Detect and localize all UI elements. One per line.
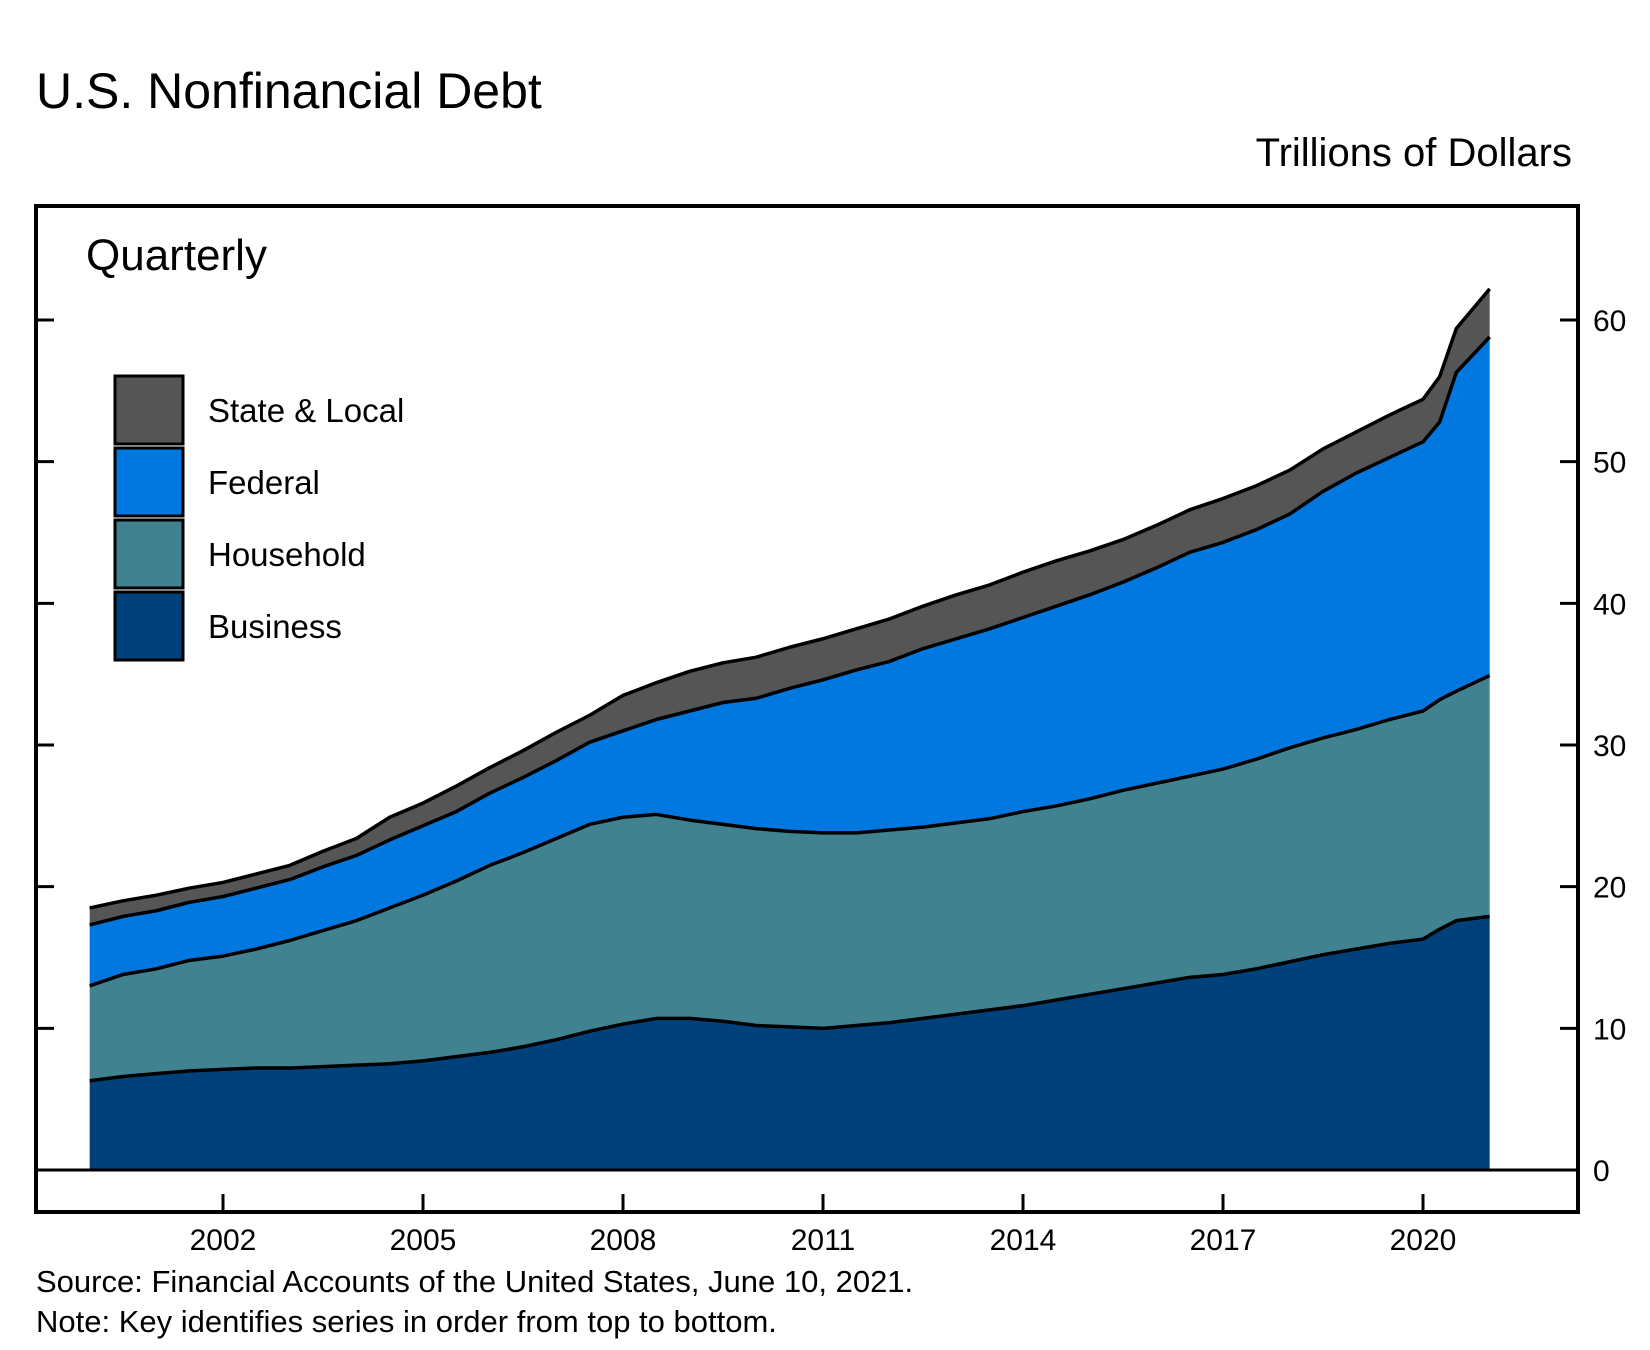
series-outlines bbox=[89, 287, 1492, 1083]
legend-swatch-federal bbox=[113, 446, 185, 518]
legend-label-household: Household bbox=[208, 536, 366, 573]
legend: State & Local Federal Household Business bbox=[113, 374, 404, 662]
x-axis-ticks: 2002 2005 2008 2011 2014 2017 2020 bbox=[190, 1194, 1457, 1257]
y-tick-label-40: 40 bbox=[1593, 588, 1626, 621]
x-tick-label-2020: 2020 bbox=[1390, 1224, 1457, 1257]
x-tick-label-2008: 2008 bbox=[590, 1224, 657, 1257]
x-tick-label-2017: 2017 bbox=[1190, 1224, 1257, 1257]
x-tick-label-2005: 2005 bbox=[390, 1224, 457, 1257]
panel-label: Quarterly bbox=[86, 231, 267, 280]
x-tick-label-2011: 2011 bbox=[791, 1224, 856, 1257]
legend-swatch-business bbox=[113, 590, 185, 662]
household-area bbox=[89, 675, 1490, 1081]
key-note: Note: Key identifies series in order fro… bbox=[36, 1304, 777, 1339]
y-tick-label-10: 10 bbox=[1593, 1013, 1626, 1046]
units-label: Trillions of Dollars bbox=[1255, 131, 1572, 175]
plot-frame bbox=[34, 204, 1580, 1214]
chart-title: U.S. Nonfinancial Debt bbox=[36, 63, 542, 119]
y-tick-label-30: 30 bbox=[1593, 730, 1626, 763]
legend-label-state-local: State & Local bbox=[208, 392, 404, 429]
legend-label-federal: Federal bbox=[208, 464, 320, 501]
state-local-line bbox=[89, 287, 1492, 910]
y-axis-ticks: 0 10 20 30 40 50 60 bbox=[36, 305, 1626, 1188]
y-tick-label-0: 0 bbox=[1593, 1155, 1610, 1188]
legend-swatch-state-local bbox=[113, 374, 185, 446]
area-layers bbox=[89, 288, 1490, 1170]
business-area bbox=[89, 916, 1490, 1170]
x-tick-label-2002: 2002 bbox=[190, 1224, 257, 1257]
chart-notes: Source: Financial Accounts of the United… bbox=[36, 1262, 913, 1342]
legend-label-business: Business bbox=[208, 608, 342, 645]
federal-line bbox=[89, 335, 1491, 927]
source-note: Source: Financial Accounts of the United… bbox=[36, 1264, 914, 1299]
household-line bbox=[89, 673, 1491, 988]
federal-area bbox=[89, 337, 1490, 986]
x-tick-label-2014: 2014 bbox=[990, 1224, 1057, 1257]
y-tick-label-50: 50 bbox=[1593, 447, 1626, 480]
business-line bbox=[89, 914, 1490, 1083]
y-tick-label-60: 60 bbox=[1593, 305, 1626, 338]
legend-swatch-household bbox=[113, 518, 185, 590]
y-tick-label-20: 20 bbox=[1593, 872, 1626, 905]
